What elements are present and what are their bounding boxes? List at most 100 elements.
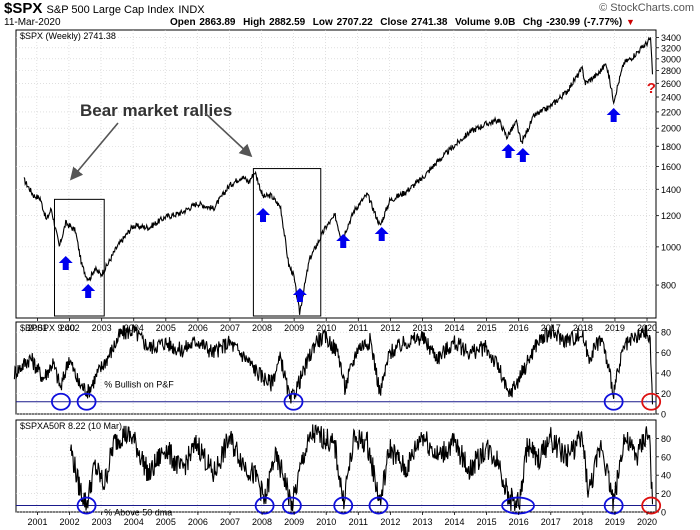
x-tick-label: 2011 (349, 517, 368, 527)
x-tick-label: 2003 (92, 517, 112, 527)
oversold-circle (603, 392, 624, 411)
oversold-circle (283, 392, 304, 411)
x-tick-label: 2010 (316, 323, 336, 333)
x-tick-label: 2006 (188, 517, 208, 527)
inner-label: % Above 50 dma (104, 508, 172, 518)
brand-watermark: © StockCharts.com (599, 2, 694, 14)
y-tick-label: 2600 (661, 79, 681, 89)
y-tick-label: 80 (661, 328, 671, 338)
x-tick-label: 2009 (284, 517, 304, 527)
y-tick-label: 1000 (661, 242, 681, 252)
x-tick-label: 2012 (380, 323, 400, 333)
oversold-circle (254, 496, 275, 515)
panel-frame (15, 29, 657, 319)
x-tick-label: 2005 (156, 517, 176, 527)
x-tick-label: 2015 (477, 323, 497, 333)
series-line (69, 424, 654, 512)
chart-date: 11-Mar-2020 (4, 17, 61, 28)
x-tick-label: 2010 (316, 517, 336, 527)
x-tick-label: 2016 (509, 517, 529, 527)
x-tick-label: 2006 (188, 323, 208, 333)
up-arrow-icon (606, 108, 621, 122)
panel-1: 800 1000 1200 1400 1600 1800 2000 2200 2400 2600 2… (15, 29, 681, 333)
y-tick-label: 2400 (661, 93, 681, 103)
symbol: $SPX (4, 0, 43, 17)
x-tick-label: 2014 (445, 517, 465, 527)
panel-title: $SPX (Weekly) 2741.38 (20, 31, 116, 41)
open-label: Open (170, 17, 196, 28)
volume-value: 9.0B (494, 17, 516, 28)
x-tick-label: 2001 (27, 323, 47, 333)
chart-title: $SPX S&P 500 Large Cap Index INDX (4, 0, 205, 17)
x-tick-label: 2007 (220, 323, 240, 333)
open-value: 2863.89 (199, 17, 236, 28)
question-mark: ? (647, 80, 656, 97)
x-tick-label: 2020 (637, 517, 657, 527)
oversold-circle (501, 496, 535, 515)
down-triangle-icon: ▼ (625, 17, 635, 27)
oversold-circle (368, 496, 389, 515)
y-tick-label: 1200 (661, 211, 681, 221)
up-arrow-icon (374, 227, 389, 241)
oversold-circle (603, 496, 624, 515)
change-label: Chg (522, 17, 543, 28)
high-value: 2882.59 (269, 17, 306, 28)
x-tick-label: 2017 (541, 517, 561, 527)
annotation-bear-market-rallies: Bear market rallies (80, 101, 232, 120)
y-tick-label: 40 (661, 369, 671, 379)
close-value: 2741.38 (411, 17, 448, 28)
x-tick-label: 2019 (605, 323, 625, 333)
x-tick-label: 2019 (605, 517, 625, 527)
volume-label: Volume (455, 17, 491, 28)
low-value: 2707.22 (336, 17, 373, 28)
y-tick-label: 1800 (661, 142, 681, 152)
x-tick-label: 2002 (60, 517, 80, 527)
panel-2: 0 20 40 60 80 $BPSPX 9.40 % Bullish on P&F (13, 321, 671, 420)
close-label: Close (380, 17, 408, 28)
y-tick-label: 800 (661, 281, 676, 291)
up-arrow-icon (58, 256, 73, 270)
y-tick-label: 2000 (661, 124, 681, 134)
y-tick-label: 40 (661, 471, 671, 481)
x-tick-label: 2012 (380, 517, 400, 527)
low-label: Low (312, 17, 333, 28)
panel-3: 0 20 40 60 80 $SPXA50R 8.22 (10 Mar) % Above 5… (15, 419, 671, 527)
x-tick-label: 2008 (252, 517, 272, 527)
y-tick-label: 1600 (661, 162, 681, 172)
panel-title: $SPXA50R 8.22 (10 Mar) (20, 421, 122, 431)
x-tick-label: 2016 (509, 323, 529, 333)
bear-market-box (53, 198, 105, 317)
y-tick-label: 3200 (661, 43, 681, 53)
current-circle (641, 496, 662, 515)
y-tick-label: 2200 (661, 107, 681, 117)
y-tick-label: 80 (661, 434, 671, 444)
ohlc-readout: Open 2863.89 High 2882.59 Low 2707.22 Cl… (170, 17, 635, 28)
x-tick-label: 2018 (573, 517, 593, 527)
up-arrow-icon (256, 208, 271, 222)
x-tick-label: 2014 (445, 323, 465, 333)
x-tick-label: 2009 (284, 323, 304, 333)
up-arrow-icon (292, 288, 307, 302)
up-arrow-icon (81, 284, 96, 298)
y-tick-label: 1400 (661, 185, 681, 195)
y-tick-label: 60 (661, 348, 671, 358)
y-tick-label: 3000 (661, 54, 681, 64)
panel-title: $BPSPX 9.40 (20, 323, 75, 333)
change-value: -230.99 (-7.77%) (546, 17, 623, 28)
x-tick-label: 2005 (156, 323, 176, 333)
pointer-arrow (69, 122, 119, 181)
pointer-arrow (204, 112, 253, 158)
oversold-circle (51, 392, 71, 411)
up-arrow-icon (501, 144, 516, 158)
x-tick-label: 2003 (92, 323, 112, 333)
bear-market-box (252, 168, 322, 317)
y-tick-label: 0 (661, 508, 666, 518)
x-tick-label: 2013 (412, 517, 432, 527)
series-line (13, 323, 654, 405)
x-tick-label: 2002 (60, 323, 80, 333)
oversold-circle (281, 496, 302, 515)
x-tick-label: 2018 (573, 323, 593, 333)
oversold-circle (76, 392, 97, 411)
y-tick-label: 3400 (661, 33, 681, 43)
